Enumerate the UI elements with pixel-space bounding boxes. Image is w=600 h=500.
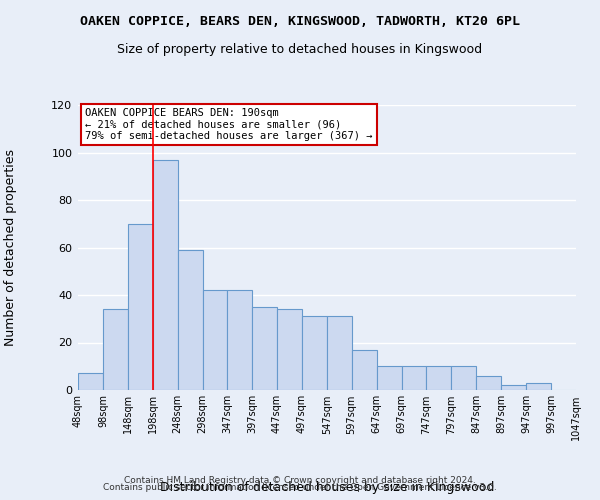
Bar bbox=[401, 366, 427, 390]
Bar bbox=[203, 290, 227, 390]
Y-axis label: Number of detached properties: Number of detached properties bbox=[4, 149, 17, 346]
Bar bbox=[327, 316, 352, 390]
Text: OAKEN COPPICE BEARS DEN: 190sqm
← 21% of detached houses are smaller (96)
79% of: OAKEN COPPICE BEARS DEN: 190sqm ← 21% of… bbox=[85, 108, 373, 141]
Bar bbox=[103, 309, 128, 390]
Bar bbox=[451, 366, 476, 390]
Text: Size of property relative to detached houses in Kingswood: Size of property relative to detached ho… bbox=[118, 42, 482, 56]
Bar bbox=[476, 376, 501, 390]
Text: Contains HM Land Registry data © Crown copyright and database right 2024.: Contains HM Land Registry data © Crown c… bbox=[124, 476, 476, 485]
Bar bbox=[427, 366, 451, 390]
Bar bbox=[153, 160, 178, 390]
Bar bbox=[302, 316, 327, 390]
Bar bbox=[501, 385, 526, 390]
Bar bbox=[277, 309, 302, 390]
Bar bbox=[128, 224, 153, 390]
Bar bbox=[526, 383, 551, 390]
Bar bbox=[227, 290, 252, 390]
Bar bbox=[178, 250, 203, 390]
X-axis label: Distribution of detached houses by size in Kingswood: Distribution of detached houses by size … bbox=[160, 481, 494, 494]
Bar bbox=[252, 307, 277, 390]
Bar bbox=[377, 366, 401, 390]
Text: OAKEN COPPICE, BEARS DEN, KINGSWOOD, TADWORTH, KT20 6PL: OAKEN COPPICE, BEARS DEN, KINGSWOOD, TAD… bbox=[80, 15, 520, 28]
Text: Contains public sector information licensed under the Open Government Licence v3: Contains public sector information licen… bbox=[103, 484, 497, 492]
Bar bbox=[78, 374, 103, 390]
Bar bbox=[352, 350, 377, 390]
